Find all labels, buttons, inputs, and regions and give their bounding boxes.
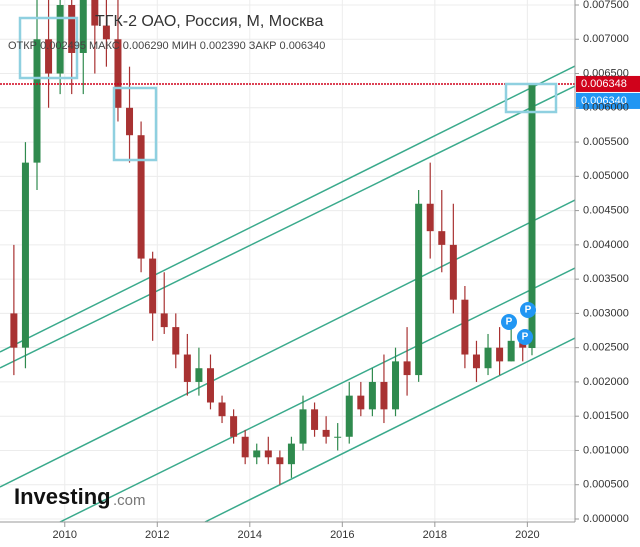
marker[interactable] [501,314,517,330]
candle-body [126,107,134,136]
y-tick-label: 0.000500 [583,479,629,491]
x-tick-label: 2012 [145,529,169,541]
candle-body [45,39,53,74]
y-tick-label: 0.006500 [583,67,629,79]
candle-body [206,368,214,403]
y-tick-label: 0.005000 [583,170,629,182]
marker[interactable] [517,329,533,345]
y-tick-label: 0.004000 [583,239,629,251]
candle-body [403,361,411,376]
y-tick-label: 0.007500 [583,0,629,11]
y-tick-label: 0.003500 [583,273,629,285]
y-tick-label: 0.001000 [583,444,629,456]
candle-body [438,231,446,245]
candle-body [10,313,18,348]
candle-body [91,0,99,26]
marker-icon: P [525,305,532,316]
candle-body [299,409,307,444]
candle-body [137,135,145,259]
y-tick-label: 0.002500 [583,342,629,354]
candle-body [287,443,295,465]
candle-body [56,5,64,74]
y-tick-label: 0.004500 [583,205,629,217]
candle-body [114,39,122,108]
channel-line [59,267,575,522]
candle-body [392,361,400,410]
candle-body [33,39,41,163]
highlight-box [504,82,558,114]
candle-body [334,436,342,438]
y-tick-label: 0.000000 [583,513,629,525]
candle-body [79,0,87,53]
candle-body [507,340,515,362]
candle-body [218,402,226,417]
overlay: 0.006348 0.006340 [0,75,640,109]
highlight-box [18,16,79,80]
candle-body [21,162,29,348]
channel-line [0,85,575,369]
highlight-box [112,86,158,162]
candle-body [102,25,110,40]
y-tick-label: 0.003000 [583,307,629,319]
channel [0,65,575,522]
candle-body [322,429,330,437]
x-tick-label: 2016 [330,529,354,541]
last-price-box [576,75,640,92]
candle-body [276,457,284,465]
candle-body [528,84,536,349]
close-price-box [576,92,640,109]
candle-body [172,327,180,355]
brand-suffix: .com [113,492,146,509]
x-tick-label: 2010 [53,529,77,541]
signal-markers[interactable]: P P P [501,302,536,345]
candle-body [253,450,261,458]
candle-body [241,436,249,458]
x-tick-label: 2014 [238,529,262,541]
marker-icon: P [522,332,529,343]
y-tick-label: 0.007000 [583,33,629,45]
highlights [18,16,558,162]
candle-body [484,347,492,369]
candle-body [183,354,191,382]
candle-body [345,395,353,437]
y-tick-label: 0.002000 [583,376,629,388]
candle-body [496,347,504,362]
candle-body [368,381,376,410]
ohlc-text: ОТКР 0.002495 МАКС 0.006290 МИН 0.002390… [8,40,325,52]
candle-body [461,299,469,355]
candle-body [357,395,365,410]
y-tick-label: 0.001500 [583,410,629,422]
candle-body [380,381,388,410]
x-tick-label: 2020 [515,529,539,541]
candle-body [472,354,480,369]
candle-body [195,368,203,382]
candle-body [415,203,423,376]
candle-body [160,313,168,328]
channel-line [204,337,575,522]
candle-body [149,258,157,314]
y-tick-label: 0.006000 [583,102,629,114]
chart-title: ТГК-2 ОАО, Россия, М, Москва [95,13,323,30]
marker-icon: P [506,317,513,328]
channel-line [0,65,575,353]
y-tick-label: 0.005500 [583,136,629,148]
candles [10,0,536,485]
candle-body [311,409,319,430]
x-tick-label: 2018 [423,529,447,541]
candle-body [68,5,76,53]
candle-body [230,416,238,437]
marker[interactable] [520,302,536,318]
candle-body [264,450,272,458]
candle-body [426,203,434,232]
close-price-label: 0.006340 [581,95,627,107]
candle-body [449,244,457,300]
last-price-label: 0.006348 [581,78,627,90]
brand: Investing [14,484,111,509]
grid [0,0,575,522]
channel-line [0,199,575,488]
